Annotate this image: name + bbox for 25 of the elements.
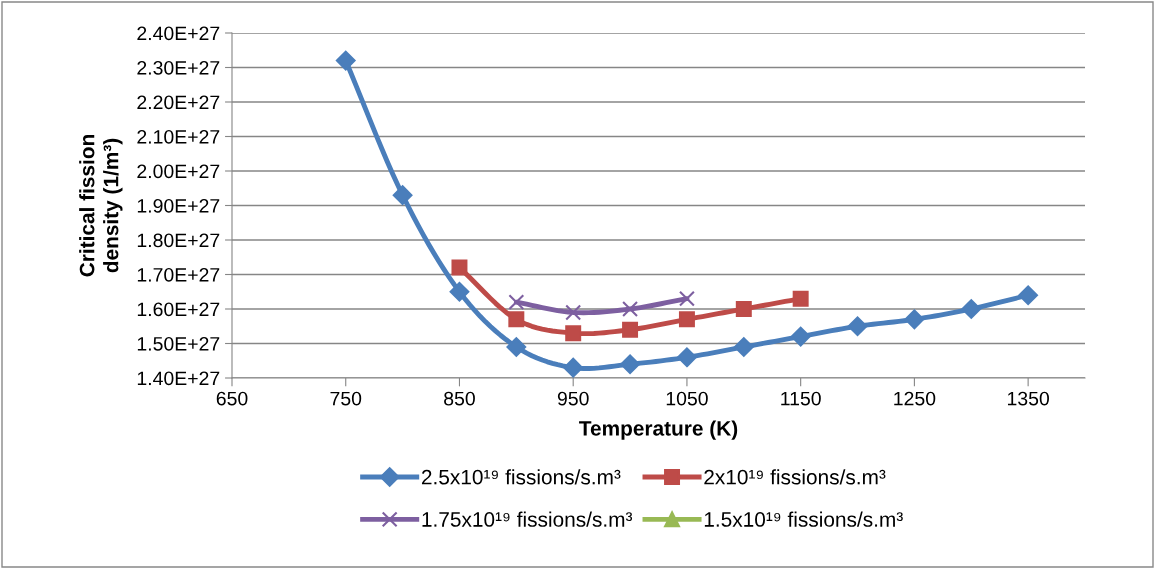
y-tick-label: 1.70E+27 bbox=[137, 267, 220, 282]
y-tick-label: 1.90E+27 bbox=[137, 198, 220, 213]
x-tick-label: 1250 bbox=[894, 391, 936, 406]
y-tick-label: 2.20E+27 bbox=[137, 95, 220, 110]
x-tick-label: 1150 bbox=[781, 391, 821, 406]
x-tick-label: 1350 bbox=[1007, 391, 1049, 406]
y-tick-label: 1.60E+27 bbox=[137, 302, 220, 317]
legend-label: 2.5x10¹⁹ fissions/s.m³ bbox=[421, 469, 621, 485]
y-axis-title: Critical fission density (1/m³) bbox=[79, 135, 123, 277]
x-tick-label: 950 bbox=[557, 391, 589, 406]
y-tick-label: 2.40E+27 bbox=[137, 26, 220, 41]
y-tick-label: 1.50E+27 bbox=[137, 336, 220, 351]
x-tick-label: 850 bbox=[444, 391, 475, 406]
x-tick-label: 750 bbox=[330, 391, 362, 406]
y-tick-label: 1.40E+27 bbox=[137, 371, 220, 386]
y-tick-label: 1.80E+27 bbox=[137, 233, 220, 248]
legend-label: 1.75x10¹⁹ fissions/s.m³ bbox=[422, 511, 633, 527]
y-tick-label: 2.30E+27 bbox=[137, 60, 220, 75]
x-tick-label: 650 bbox=[216, 391, 248, 406]
legend-label: 2x10¹⁹ fissions/s.m³ bbox=[704, 469, 886, 485]
x-tick-label: 1050 bbox=[666, 391, 708, 406]
legend-label: 1.5x10¹⁹ fissions/s.m³ bbox=[704, 511, 903, 527]
y-tick-label: 2.00E+27 bbox=[137, 164, 220, 179]
y-tick-label: 2.10E+27 bbox=[137, 129, 220, 144]
x-axis-title: Temperature (K) bbox=[579, 420, 738, 440]
